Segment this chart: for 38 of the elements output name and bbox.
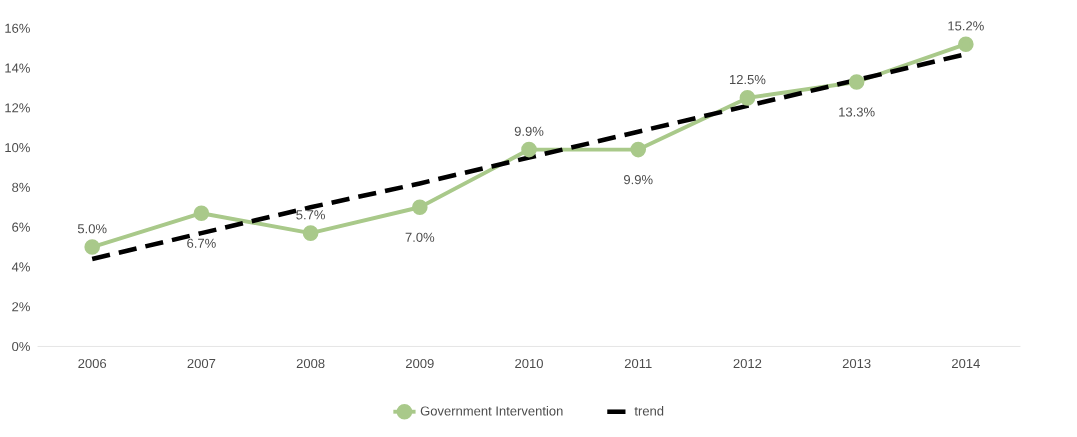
data-label: 6.7% bbox=[187, 238, 216, 248]
x-tick-label: 2012 bbox=[733, 358, 762, 368]
x-tick-label: 2014 bbox=[952, 358, 980, 368]
y-tick-label: 2% bbox=[12, 302, 30, 312]
y-tick-label: 10% bbox=[5, 142, 30, 153]
x-tick-label: 2013 bbox=[842, 358, 871, 368]
point bbox=[193, 205, 210, 221]
data-label: 7.0% bbox=[405, 232, 435, 242]
x-tick-label: 2006 bbox=[78, 358, 107, 368]
y-tick-label: 4% bbox=[11, 262, 30, 272]
x-tick-label: 2009 bbox=[405, 358, 434, 368]
data-label: 5.7% bbox=[296, 210, 325, 220]
x-tick-label: 2007 bbox=[187, 358, 216, 368]
point bbox=[521, 141, 537, 158]
legend-label: Government Intervention bbox=[420, 405, 563, 416]
point bbox=[302, 225, 319, 241]
point bbox=[739, 89, 756, 106]
point bbox=[412, 199, 428, 215]
x-tick-label: 2008 bbox=[296, 358, 325, 368]
data-label: 9.9% bbox=[624, 174, 653, 185]
y-tick-label: 0% bbox=[12, 341, 30, 351]
point bbox=[958, 36, 974, 52]
legend-label: trend bbox=[634, 405, 664, 416]
point bbox=[84, 239, 100, 255]
x-tick-label: 2011 bbox=[624, 358, 652, 368]
point bbox=[848, 74, 865, 90]
data-label: 5.0% bbox=[77, 224, 107, 234]
data-label: 12.5% bbox=[729, 74, 766, 85]
x-tick-label: 2010 bbox=[515, 358, 543, 368]
y-tick-label: 12% bbox=[5, 103, 30, 113]
y-tick-label: 6% bbox=[12, 222, 30, 232]
data-label: 15.2% bbox=[948, 21, 984, 31]
point bbox=[630, 141, 647, 158]
y-tick-label: 16% bbox=[5, 23, 30, 33]
y-tick-label: 14% bbox=[5, 63, 30, 73]
data-label: 9.9% bbox=[514, 126, 544, 136]
data-label: 13.3% bbox=[839, 107, 875, 117]
y-tick-label: 8% bbox=[12, 182, 30, 192]
